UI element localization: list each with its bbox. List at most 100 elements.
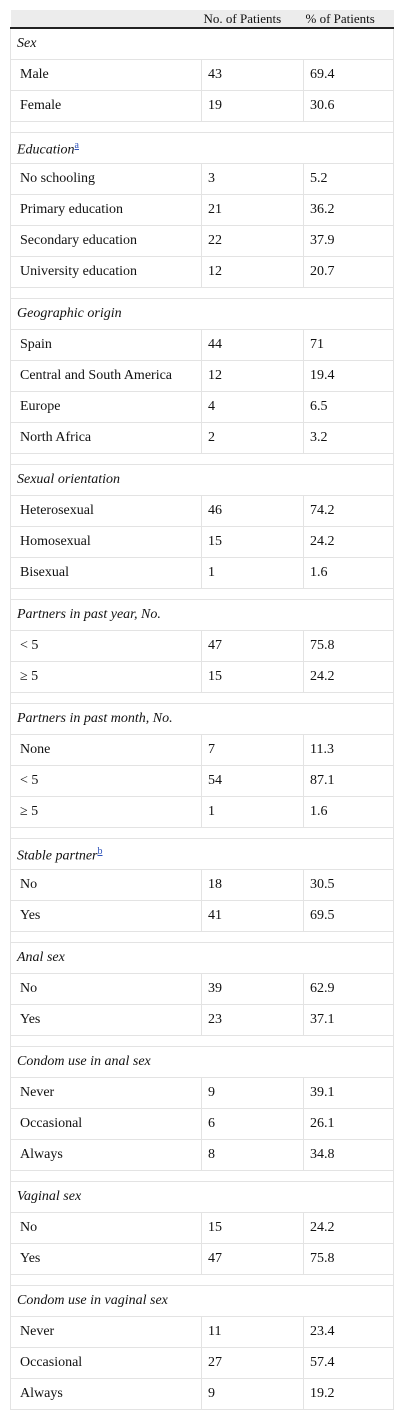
spacer-row [10,287,394,299]
header-cell: No. of Patients [201,10,304,29]
spacer-row [10,931,394,943]
footnote-link[interactable]: b [97,845,103,857]
row-value: 15 [201,1212,304,1244]
section-title: Partners in past month, No. [17,711,173,726]
row-value: 8 [201,1139,304,1171]
spacer-row [10,121,394,133]
data-row: Always 8 34.8 [10,1139,394,1171]
row-value: 47 [201,1243,304,1275]
row-label: None [10,734,202,766]
spacer-row [10,692,394,704]
footnote-ref: a [75,138,79,151]
row-label: No [10,1212,202,1244]
spacer-cell [10,692,394,704]
row-label: Secondary education [10,225,202,257]
spacer-row [10,1035,394,1047]
row-label: Occasional [10,1347,202,1379]
spacer-row [10,453,394,465]
section-cell: Condom use in anal sex [10,1046,394,1078]
row-value: 39.1 [303,1077,394,1109]
data-row: Occasional 6 26.1 [10,1108,394,1140]
data-row: Homosexual 15 24.2 [10,526,394,558]
data-row: None 7 11.3 [10,734,394,766]
row-value: 12 [201,360,304,392]
row-value: 26.1 [303,1108,394,1140]
section-cell: Geographic origin [10,298,394,330]
row-label: ≥ 5 [10,661,202,693]
row-value: 6.5 [303,391,394,423]
spacer-row [10,827,394,839]
section-row: Vaginal sex [10,1181,394,1213]
section-row: Condom use in vaginal sex [10,1285,394,1317]
row-value: 36.2 [303,194,394,226]
data-row: Always 9 19.2 [10,1378,394,1410]
row-value: 22 [201,225,304,257]
data-row: ≥ 5 15 24.2 [10,661,394,693]
row-value: 30.5 [303,869,394,901]
row-value: 3.2 [303,422,394,454]
spacer-row [10,1274,394,1286]
row-value: 46 [201,495,304,527]
row-value: 6 [201,1108,304,1140]
data-row: Yes 23 37.1 [10,1004,394,1036]
data-row: Female 19 30.6 [10,90,394,122]
spacer-cell [10,287,394,299]
row-value: 27 [201,1347,304,1379]
data-row: ≥ 5 1 1.6 [10,796,394,828]
row-value: 54 [201,765,304,797]
section-row: Condom use in anal sex [10,1046,394,1078]
data-row: No 15 24.2 [10,1212,394,1244]
section-row: Sex [10,27,394,60]
section-row: Partners in past year, No. [10,599,394,631]
row-value: 19.4 [303,360,394,392]
row-label: ≥ 5 [10,796,202,828]
section-title: Partners in past year, No. [17,607,161,622]
row-label: No [10,869,202,901]
row-value: 75.8 [303,1243,394,1275]
data-row: Male 43 69.4 [10,59,394,91]
row-value: 41 [201,900,304,932]
row-label: Female [10,90,202,122]
section-title: Anal sex [17,950,65,965]
row-value: 21 [201,194,304,226]
footnote-ref: b [98,844,103,857]
row-label: Never [10,1077,202,1109]
row-label: Always [10,1378,202,1410]
row-label: No schooling [10,163,202,195]
row-value: 1 [201,796,304,828]
section-cell: Condom use in vaginal sex [10,1285,394,1317]
spacer-row [10,588,394,600]
row-value: 69.4 [303,59,394,91]
section-cell: Educationa [10,132,394,164]
row-value: 43 [201,59,304,91]
spacer-row [10,1170,394,1182]
footnote-link[interactable]: a [74,139,79,151]
section-row: Geographic origin [10,298,394,330]
row-label: < 5 [10,630,202,662]
row-value: 11 [201,1316,304,1348]
row-value: 2 [201,422,304,454]
section-title: Condom use in vaginal sex [17,1293,168,1308]
spacer-cell [10,827,394,839]
section-title: Stable partner [17,848,98,864]
row-value: 15 [201,661,304,693]
spacer-cell [10,588,394,600]
data-row: No 18 30.5 [10,869,394,901]
section-cell: Vaginal sex [10,1181,394,1213]
section-title: Condom use in anal sex [17,1054,151,1069]
data-row: Heterosexual 46 74.2 [10,495,394,527]
row-value: 9 [201,1378,304,1410]
row-value: 30.6 [303,90,394,122]
row-value: 1.6 [303,557,394,589]
row-value: 1 [201,557,304,589]
section-cell: Partners in past year, No. [10,599,394,631]
spacer-cell [10,1035,394,1047]
row-value: 24.2 [303,661,394,693]
data-row: < 5 54 87.1 [10,765,394,797]
row-value: 44 [201,329,304,361]
header-row: No. of Patients % of Patients [10,10,394,29]
row-label: Homosexual [10,526,202,558]
data-row: Spain 44 71 [10,329,394,361]
section-cell: Anal sex [10,942,394,974]
row-value: 39 [201,973,304,1005]
